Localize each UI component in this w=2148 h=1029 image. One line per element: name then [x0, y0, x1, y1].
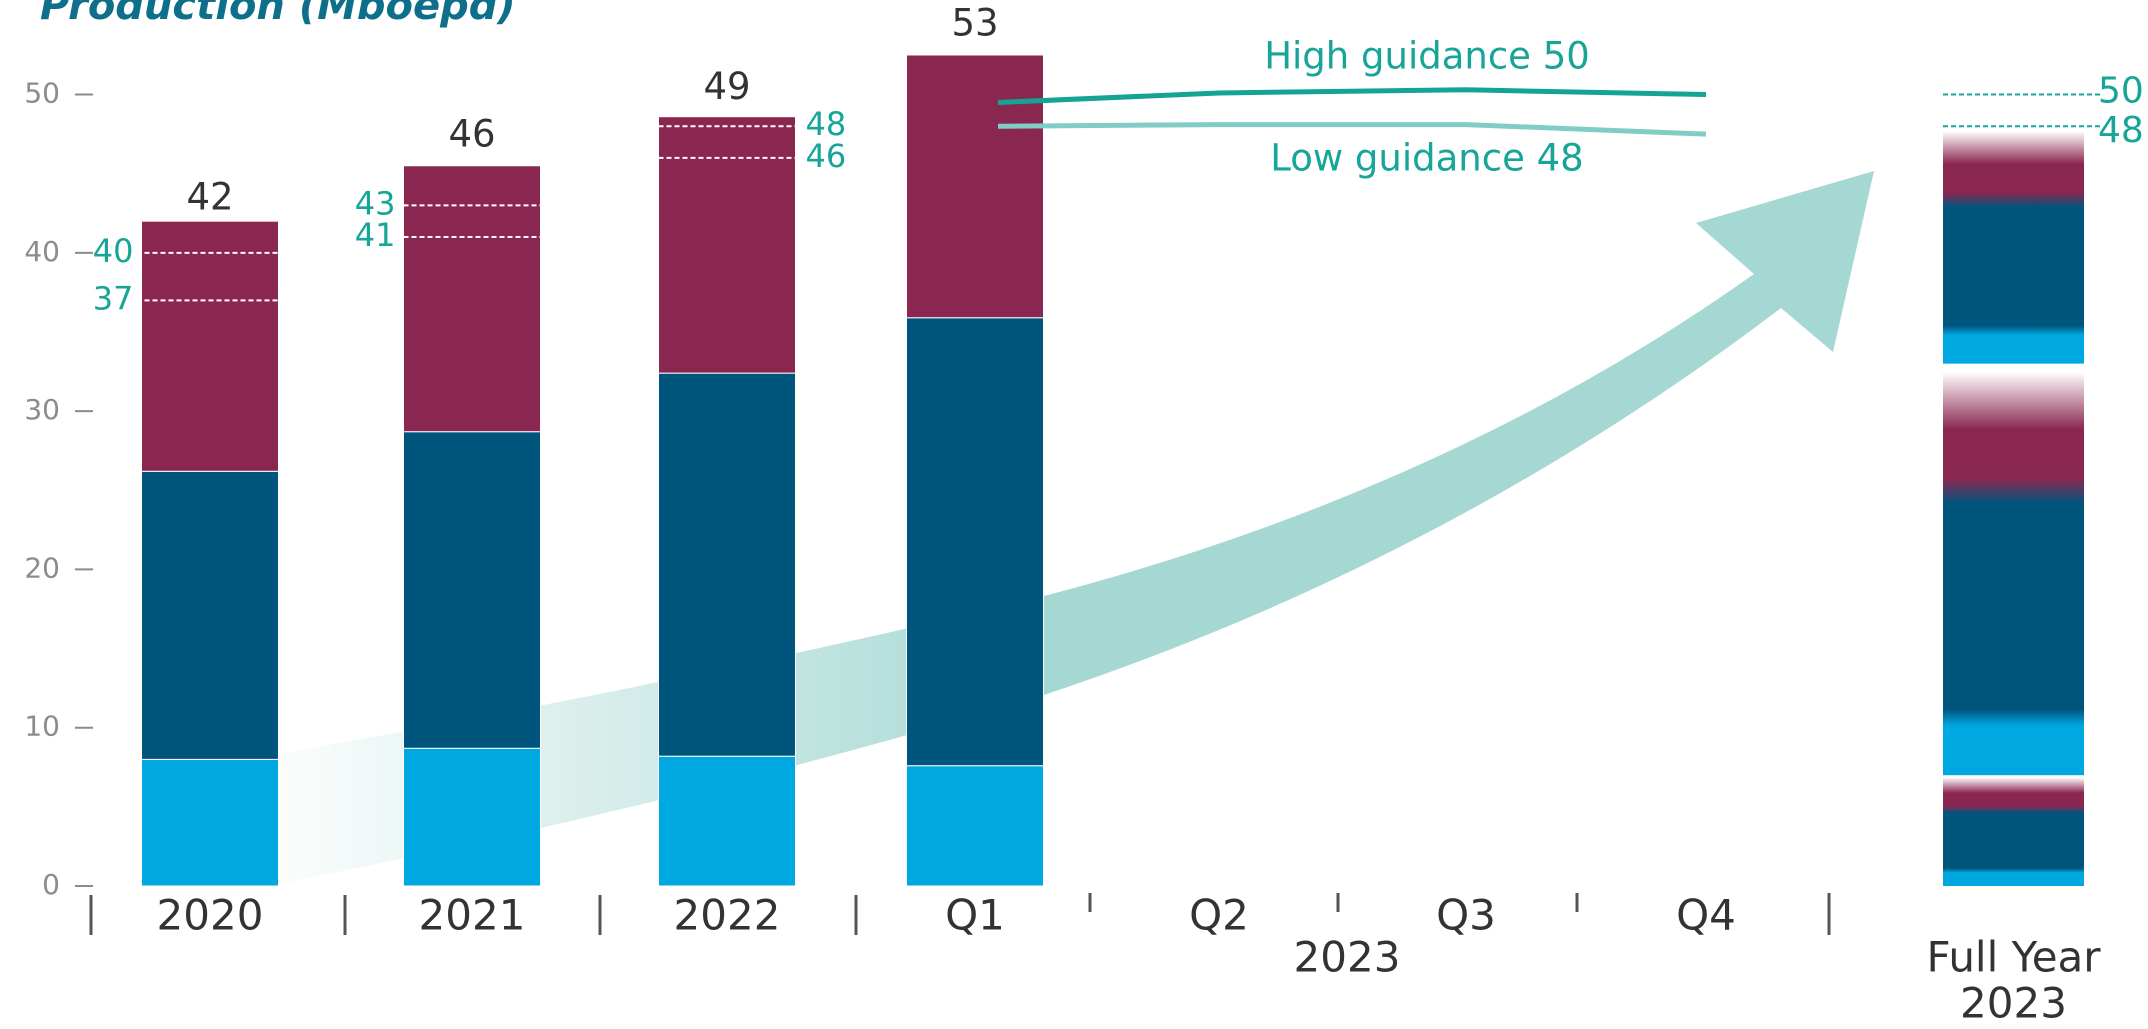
x-tick-label: 2023: [1960, 979, 2067, 1026]
range-label: 48: [806, 105, 847, 143]
bar-segment: [658, 116, 796, 374]
total-label: 42: [186, 176, 233, 219]
total-label: 53: [951, 2, 998, 45]
range-label: 43: [355, 184, 396, 222]
group-label: 2023: [1294, 933, 1401, 982]
x-tick-label: Q1: [945, 891, 1005, 940]
y-tick-label: 40: [24, 235, 60, 268]
bar-segment: [906, 54, 1044, 319]
bar-segment: [403, 747, 541, 887]
x-tick-label: Q2: [1189, 891, 1249, 940]
y-tick-label: 30: [24, 393, 60, 426]
x-tick-label: Q3: [1436, 891, 1496, 940]
full-year-segment: [1943, 775, 2084, 886]
bar-segment: [906, 317, 1044, 767]
y-tick-label: 50: [24, 77, 60, 110]
bar-segment: [658, 372, 796, 757]
total-label: 46: [448, 112, 495, 155]
guidance-range-label: 50: [2098, 71, 2144, 112]
bar-segment: [141, 758, 279, 887]
bar-segment: [906, 765, 1044, 887]
full-year-segment: [1943, 363, 2084, 776]
x-tick-label: Full Year: [1926, 933, 2101, 982]
range-label: 41: [355, 216, 396, 254]
bar-segment: [658, 755, 796, 887]
bar-segment: [403, 165, 541, 433]
y-tick-label: 10: [24, 710, 60, 743]
bar-segment: [141, 220, 279, 472]
x-tick-label: 2021: [419, 891, 526, 940]
guidance-label: Low guidance 48: [1270, 137, 1583, 180]
x-tick-label: 2022: [674, 891, 781, 940]
full-year-segment: [1943, 126, 2084, 364]
y-tick-label: 0: [42, 868, 60, 901]
range-label: 46: [806, 137, 847, 175]
bar-segment: [141, 470, 279, 760]
x-tick-label: Q4: [1676, 891, 1736, 940]
guidance-label: High guidance 50: [1264, 35, 1590, 78]
range-label: 40: [93, 232, 134, 270]
range-label: 37: [93, 279, 134, 317]
x-tick-label: 2020: [157, 891, 264, 940]
y-tick-label: 20: [24, 551, 60, 584]
bar-segment: [403, 431, 541, 749]
guidance-range-label: 48: [2098, 110, 2144, 151]
plot: 0102030405020204240372021464341202249484…: [24, 2, 2144, 1028]
total-label: 49: [703, 65, 750, 108]
guidance-line: [997, 87, 1707, 105]
guidance-line: [997, 122, 1707, 137]
chart-title: Production (Mboepd): [40, 0, 516, 29]
